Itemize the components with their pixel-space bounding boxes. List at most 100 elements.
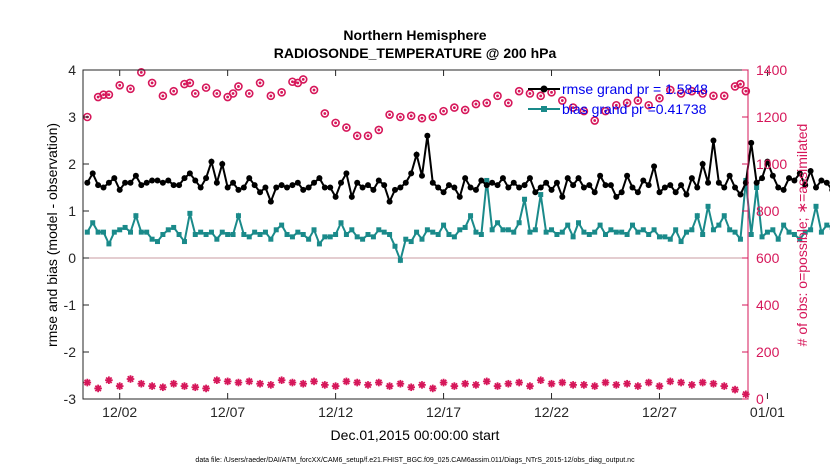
obs-assimilated-point <box>515 379 523 387</box>
bias-point <box>355 234 360 239</box>
rmse-point <box>683 192 689 198</box>
bias-point <box>452 234 457 239</box>
rmse-point <box>441 189 447 195</box>
y-right-tick-label: 1400 <box>756 62 787 78</box>
rmse-point <box>349 194 355 200</box>
bias-point <box>123 225 128 230</box>
bias-point <box>150 237 155 242</box>
obs-assimilated-point <box>267 381 275 389</box>
obs-assimilated-point <box>656 382 664 390</box>
rmse-point <box>241 185 247 191</box>
rmse-point <box>781 187 787 193</box>
obs-assimilated-point <box>699 379 707 387</box>
rmse-point <box>424 133 430 139</box>
rmse-point <box>171 182 177 188</box>
obs-assimilated-point <box>580 381 588 389</box>
obs-assimilated-point <box>256 380 264 388</box>
bias-point <box>635 230 640 235</box>
bias-point <box>252 230 257 235</box>
bias-point <box>268 237 273 242</box>
bias-point <box>716 223 721 228</box>
obs-assimilated-point <box>602 379 610 387</box>
obs-possible-dot <box>161 94 164 97</box>
bias-point <box>711 227 716 232</box>
obs-assimilated-point <box>731 386 739 394</box>
obs-assimilated-point <box>645 379 653 387</box>
rmse-point <box>128 180 134 186</box>
obs-possible-dot <box>140 71 143 74</box>
bias-point <box>198 230 203 235</box>
rmse-point <box>468 185 474 191</box>
bias-point <box>673 227 678 232</box>
obs-possible-dot <box>248 92 251 95</box>
obs-possible-dot <box>431 116 434 119</box>
obs-possible-dot <box>377 129 380 132</box>
x-tick-label: 12/22 <box>534 404 569 420</box>
y-right-tick-label: 1000 <box>756 156 787 172</box>
bias-point <box>760 234 765 239</box>
bias-point <box>549 227 554 232</box>
rmse-point <box>90 170 96 176</box>
obs-assimilated-point <box>148 382 156 390</box>
chart-subtitle: RADIOSONDE_TEMPERATURE @ 200 hPa <box>274 45 557 61</box>
rmse-point <box>101 185 107 191</box>
bias-point <box>463 225 468 230</box>
bias-point <box>177 232 182 237</box>
bias-point <box>247 234 252 239</box>
rmse-point <box>181 175 187 181</box>
bias-point <box>128 230 133 235</box>
x-tick-label: 12/12 <box>318 404 353 420</box>
obs-assimilated-point <box>526 382 534 390</box>
bias-point <box>409 239 414 244</box>
bias-point <box>776 237 781 242</box>
obs-assimilated-point <box>742 391 750 399</box>
bias-point <box>706 204 711 209</box>
legend-bias-marker <box>541 106 547 112</box>
rmse-point <box>651 163 657 169</box>
bias-point <box>571 234 576 239</box>
obs-possible-dot <box>302 78 305 81</box>
y-right-tick-label: 400 <box>756 297 780 313</box>
rmse-point <box>295 180 301 186</box>
rmse-point <box>262 185 268 191</box>
obs-possible-dot <box>291 80 294 83</box>
bias-point <box>500 227 505 232</box>
obs-possible-dot <box>129 87 132 90</box>
obs-assimilated-point <box>343 378 351 386</box>
obs-assimilated-point <box>84 379 92 387</box>
rmse-point <box>554 180 560 186</box>
bias-point <box>517 220 522 225</box>
obs-assimilated-point <box>720 382 728 390</box>
rmse-point <box>381 182 387 188</box>
obs-possible-dot <box>259 82 262 85</box>
bias-point <box>209 230 214 235</box>
obs-assimilated-point <box>494 382 502 390</box>
y-left-tick-label: 2 <box>68 156 76 172</box>
bias-point <box>90 220 95 225</box>
obs-assimilated-point <box>710 380 718 388</box>
bias-point <box>349 227 354 232</box>
bias-point <box>770 227 775 232</box>
rmse-point <box>478 177 484 183</box>
bias-point <box>565 223 570 228</box>
legend-rmse-label: rmse grand pr = 1.5848 <box>562 81 708 97</box>
bias-point <box>824 223 829 228</box>
rmse-point <box>187 170 193 176</box>
bias-point <box>598 223 603 228</box>
bias-point <box>225 232 230 237</box>
rmse-point <box>268 199 274 205</box>
rmse-point <box>203 175 209 181</box>
y-left-tick-label: 3 <box>68 109 76 125</box>
obs-assimilated-point <box>299 380 307 388</box>
obs-assimilated-point <box>472 381 480 389</box>
rmse-point <box>376 177 382 183</box>
rmse-point <box>635 189 641 195</box>
obs-possible-dot <box>399 116 402 119</box>
rmse-point <box>770 173 776 179</box>
rmse-point <box>786 175 792 181</box>
bias-point <box>689 227 694 232</box>
rmse-point <box>435 185 441 191</box>
rmse-point <box>154 177 160 183</box>
rmse-point <box>667 182 673 188</box>
bias-point <box>646 232 651 237</box>
